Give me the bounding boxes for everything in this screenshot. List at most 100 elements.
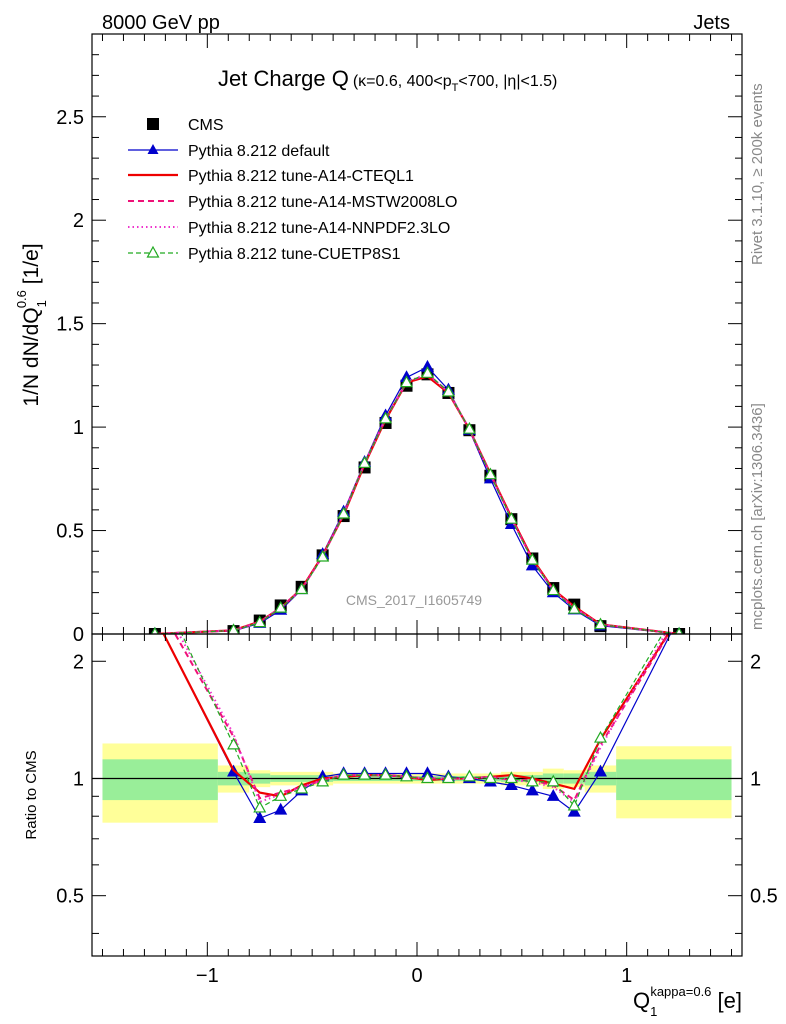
main-axes: 0 0.5 1 1.5 2 2.5 bbox=[56, 34, 742, 646]
main-marker-cuetp8s1 bbox=[274, 600, 288, 613]
main-marker-cuetp8s1 bbox=[358, 456, 372, 468]
main-marker-cuetp8s1 bbox=[316, 549, 330, 562]
ratio-series-line-default bbox=[162, 634, 672, 820]
header-energy-label: 8000 GeV pp bbox=[102, 12, 220, 34]
main-panel: 0 0.5 1 1.5 2 2.5 CMS_2017_I1605749 Jet Charg… bbox=[14, 33, 743, 646]
main-plot-area bbox=[148, 359, 686, 634]
mcplots-label: mcplots.cern.ch [arXiv:1306.3436] bbox=[749, 403, 766, 630]
ratio-marker-default bbox=[253, 811, 267, 823]
ratio-marker-cuetp8s1 bbox=[593, 730, 607, 743]
ratio-marker-default bbox=[546, 789, 560, 801]
legend: CMS Pythia 8.212 default Pythia 8.212 tu… bbox=[128, 117, 457, 263]
ratio-band-inner bbox=[616, 759, 732, 801]
main-y-tick-label: 1.5 bbox=[56, 314, 84, 336]
legend-item-cuetp8s1: Pythia 8.212 tune-CUETP8S1 bbox=[128, 245, 401, 263]
ratio-plot-area bbox=[92, 634, 742, 823]
analysis-watermark: CMS_2017_I1605749 bbox=[346, 592, 482, 608]
legend-marker-cuetp8s1 bbox=[146, 245, 160, 258]
main-marker-cuetp8s1 bbox=[150, 626, 159, 634]
ratio-panel: −1 0 1 0.5 0.5 1 1 2 2 Ratio to CMS Q1 kappa=0.6 … bbox=[23, 633, 778, 1019]
ratio-marker-cuetp8s1 bbox=[274, 789, 288, 801]
legend-label-default: Pythia 8.212 default bbox=[188, 143, 330, 160]
main-marker-cuetp8s1 bbox=[504, 511, 518, 524]
ratio-marker-cuetp8s1 bbox=[441, 771, 455, 784]
chart-title-params-sub: T bbox=[452, 82, 459, 94]
legend-swatch-cms bbox=[147, 118, 159, 130]
chart-title: Jet Charge Q (κ=0.6, 400<pT<700, |η|<1.5) bbox=[218, 66, 557, 94]
rivet-version-label: Rivet 3.1.10, ≥ 200k events bbox=[749, 83, 766, 265]
main-marker-cuetp8s1 bbox=[379, 411, 393, 424]
ratio-band-inner bbox=[102, 759, 218, 801]
ratio-y-tick-label: 0.5 bbox=[56, 886, 84, 908]
ratio-y-tick-label-right: 1 bbox=[750, 768, 761, 790]
ratio-marker-cuetp8s1 bbox=[462, 769, 476, 782]
ratio-marker-cuetp8s1 bbox=[295, 781, 309, 794]
main-marker-cuetp8s1 bbox=[546, 583, 560, 596]
main-marker-cuetp8s1 bbox=[483, 467, 497, 480]
ratio-x-tick-label: −1 bbox=[196, 965, 219, 987]
ratio-x-tick-label: 0 bbox=[411, 965, 422, 987]
legend-item-a14-nnpdf: Pythia 8.212 tune-A14-NNPDF2.3LO bbox=[128, 220, 450, 237]
main-y-tick-label: 0.5 bbox=[56, 521, 84, 543]
legend-item-a14-mstw: Pythia 8.212 tune-A14-MSTW2008LO bbox=[128, 194, 457, 211]
ratio-xlabel-sup: kappa=0.6 bbox=[650, 984, 711, 999]
ratio-marker-cuetp8s1 bbox=[316, 774, 330, 787]
main-marker-cuetp8s1 bbox=[400, 375, 414, 388]
main-y-tick-label: 1 bbox=[73, 417, 84, 439]
main-series-line-cuetp8s1 bbox=[154, 372, 680, 634]
chart-title-main: Jet Charge Q bbox=[218, 66, 349, 91]
legend-label-a14-cteql1: Pythia 8.212 tune-A14-CTEQL1 bbox=[188, 168, 414, 185]
legend-label-a14-nnpdf: Pythia 8.212 tune-A14-NNPDF2.3LO bbox=[188, 220, 450, 237]
main-marker-cuetp8s1 bbox=[295, 582, 309, 595]
main-ylabel-sup: 0.6 bbox=[14, 290, 29, 308]
legend-item-cms: CMS bbox=[147, 117, 224, 134]
ratio-marker-cuetp8s1 bbox=[483, 771, 497, 784]
main-y-tick-label: 0 bbox=[73, 624, 84, 646]
ratio-marker-cuetp8s1 bbox=[420, 771, 434, 784]
ratio-marker-default bbox=[593, 764, 607, 777]
main-ylabel-text: 1/N dN/dQ bbox=[20, 307, 43, 406]
ratio-marker-cuetp8s1 bbox=[337, 767, 351, 780]
ratio-xlabel-sub: 1 bbox=[650, 1004, 657, 1019]
ratio-marker-cuetp8s1 bbox=[546, 774, 560, 787]
main-y-tick-label: 2.5 bbox=[56, 107, 84, 129]
ratio-marker-default bbox=[525, 783, 539, 796]
main-marker-cuetp8s1 bbox=[227, 623, 240, 634]
main-ylabel: 1/N dN/dQ1 0.6 [1/e] bbox=[14, 243, 49, 406]
main-marker-cuetp8s1 bbox=[593, 617, 607, 630]
main-series-line-default bbox=[154, 366, 680, 634]
main-marker-cuetp8s1 bbox=[462, 421, 476, 434]
ratio-marker-cuetp8s1 bbox=[504, 771, 518, 784]
legend-label-cuetp8s1: Pythia 8.212 tune-CUETP8S1 bbox=[188, 246, 401, 263]
header-jets-label: Jets bbox=[693, 12, 730, 34]
ratio-marker-cuetp8s1 bbox=[525, 774, 539, 787]
ratio-marker-cuetp8s1 bbox=[358, 767, 372, 780]
main-marker-cuetp8s1 bbox=[337, 506, 351, 519]
ratio-xlabel-text: Q bbox=[633, 988, 650, 1013]
ratio-y-tick-label-right: 0.5 bbox=[750, 886, 778, 908]
ratio-frame bbox=[91, 633, 743, 957]
ratio-xlabel-unit: [e] bbox=[711, 988, 742, 1013]
ratio-marker-default bbox=[504, 778, 518, 790]
legend-item-a14-cteql1: Pythia 8.212 tune-A14-CTEQL1 bbox=[128, 168, 414, 185]
ratio-ylabel: Ratio to CMS bbox=[23, 750, 40, 839]
main-marker-cuetp8s1 bbox=[567, 601, 581, 614]
ratio-y-tick-label: 2 bbox=[73, 651, 84, 673]
legend-marker-default bbox=[147, 144, 159, 154]
main-marker-cuetp8s1 bbox=[420, 366, 434, 378]
ratio-marker-cuetp8s1 bbox=[379, 767, 393, 780]
main-ylabel-sub: 1 bbox=[34, 300, 49, 307]
ratio-marker-default bbox=[567, 804, 581, 817]
ratio-y-tick-label: 1 bbox=[73, 768, 84, 790]
ratio-marker-cuetp8s1 bbox=[567, 798, 581, 811]
ratio-marker-cuetp8s1 bbox=[227, 737, 241, 750]
main-marker-cuetp8s1 bbox=[441, 384, 455, 397]
legend-label-a14-mstw: Pythia 8.212 tune-A14-MSTW2008LO bbox=[188, 194, 457, 211]
ratio-y-tick-label-right: 2 bbox=[750, 651, 761, 673]
legend-item-default: Pythia 8.212 default bbox=[128, 143, 330, 160]
ratio-marker-default bbox=[274, 802, 288, 815]
main-marker-cuetp8s1 bbox=[525, 552, 539, 565]
legend-label-cms: CMS bbox=[188, 117, 224, 134]
ratio-marker-cuetp8s1 bbox=[253, 800, 267, 813]
